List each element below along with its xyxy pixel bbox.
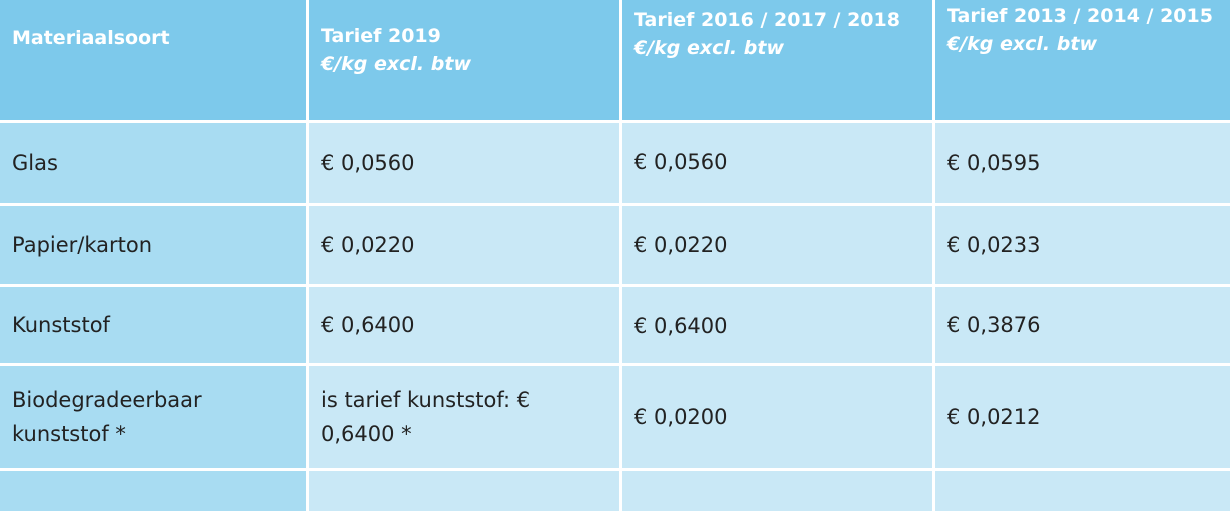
cell-text: Biodegradeerbaar kunststof * xyxy=(12,388,202,446)
header-title: Materiaalsoort xyxy=(12,27,170,49)
header-title: Tarief 2016 / 2017 / 2018 xyxy=(634,9,900,31)
cell-text: € 0,6400 xyxy=(321,313,415,337)
header-cell: Materiaalsoort xyxy=(0,0,306,120)
price-cell: € 0,6400 xyxy=(622,287,932,363)
cell-text: € 0,0220 xyxy=(634,233,728,257)
header-subtitle: €/kg excl. btw xyxy=(947,33,1097,55)
cell-text: € 0,0233 xyxy=(947,233,1041,257)
cell-text: € 0,3876 xyxy=(947,313,1041,337)
price-cell: € 0,0220 xyxy=(622,206,932,284)
header-cell: Tarief 2013 / 2014 / 2015 €/kg excl. btw xyxy=(935,0,1230,120)
price-cell: € 0,0220 xyxy=(309,206,619,284)
material-cell: Papier/karton xyxy=(0,206,306,284)
price-cell: € 0,6400 xyxy=(309,287,619,363)
header-cell: Tarief 2016 / 2017 / 2018 €/kg excl. btw xyxy=(622,0,932,120)
cell-text: € 0,6400 xyxy=(634,314,728,338)
material-cell: Biodegradeerbaar kunststof * xyxy=(0,366,306,468)
empty-cell xyxy=(935,471,1230,511)
header-subtitle: €/kg excl. btw xyxy=(321,53,471,75)
empty-cell xyxy=(309,471,619,511)
header-cell: Tarief 2019 €/kg excl. btw xyxy=(309,0,619,120)
material-cell: Glas xyxy=(0,123,306,203)
header-title: Tarief 2013 / 2014 / 2015 xyxy=(947,5,1213,27)
cell-text: Glas xyxy=(12,151,58,175)
header-subtitle: €/kg excl. btw xyxy=(634,37,784,59)
cell-text: € 0,0560 xyxy=(634,150,728,174)
cell-text: € 0,0595 xyxy=(947,151,1041,175)
cell-text: € 0,0200 xyxy=(634,405,728,429)
cell-text: Papier/karton xyxy=(12,233,153,257)
header-title: Tarief 2019 xyxy=(321,25,441,47)
cell-text: € 0,0220 xyxy=(321,233,415,257)
price-cell: € 0,0560 xyxy=(622,123,932,203)
cell-text: Kunststof xyxy=(12,313,110,337)
material-cell: Kunststof xyxy=(0,287,306,363)
price-cell: € 0,0212 xyxy=(935,366,1230,468)
empty-cell xyxy=(622,471,932,511)
price-cell: € 0,0233 xyxy=(935,206,1230,284)
empty-cell xyxy=(0,471,306,511)
price-cell: € 0,0595 xyxy=(935,123,1230,203)
price-cell: € 0,3876 xyxy=(935,287,1230,363)
cell-text: € 0,0560 xyxy=(321,151,415,175)
price-cell: € 0,0200 xyxy=(622,366,932,468)
price-cell: is tarief kunststof: € 0,6400 * xyxy=(309,366,619,468)
price-cell: € 0,0560 xyxy=(309,123,619,203)
cell-text: € 0,0212 xyxy=(947,405,1041,429)
cell-text: is tarief kunststof: € 0,6400 * xyxy=(321,388,531,446)
